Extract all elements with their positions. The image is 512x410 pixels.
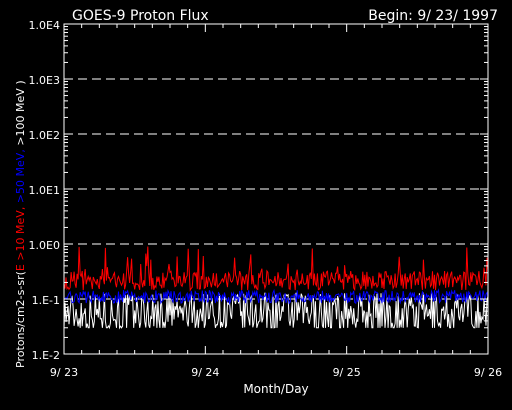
y-tick-label: 1.0E1 — [29, 184, 60, 197]
y-tick-label: 1.0E4 — [29, 19, 60, 32]
x-axis-label: Month/Day — [243, 382, 308, 396]
x-tick-label: 9/ 24 — [191, 366, 219, 379]
y-tick-label: 1.E-1 — [32, 294, 60, 307]
y-axis-label-prefix: Protons/cm2-s-sr( — [14, 271, 27, 368]
x-tick-label: 9/ 26 — [474, 366, 502, 379]
series-line — [63, 292, 489, 330]
y-tick-label: 1.0E3 — [29, 74, 60, 87]
x-tick-label: 9/ 25 — [333, 366, 361, 379]
x-tick-label: 9/ 23 — [50, 366, 78, 379]
series-line — [63, 246, 489, 292]
y-axis-label-part: E >10 MeV, — [14, 207, 27, 271]
chart-title: GOES-9 Proton Flux — [72, 8, 209, 24]
y-tick-label: 1.0E0 — [29, 239, 60, 252]
y-tick-label: 1.E-2 — [32, 349, 60, 362]
chart-subtitle: Begin: 9/ 23/ 1997 — [368, 8, 498, 24]
y-axis-label-part: >50 MeV, — [14, 149, 27, 207]
y-tick-label: 1.0E2 — [29, 129, 60, 142]
y-axis-label-part: >100 MeV ) — [14, 80, 27, 149]
series-line — [63, 288, 489, 306]
y-axis-label: Protons/cm2-s-sr(E >10 MeV, >50 MeV, >10… — [14, 80, 27, 368]
